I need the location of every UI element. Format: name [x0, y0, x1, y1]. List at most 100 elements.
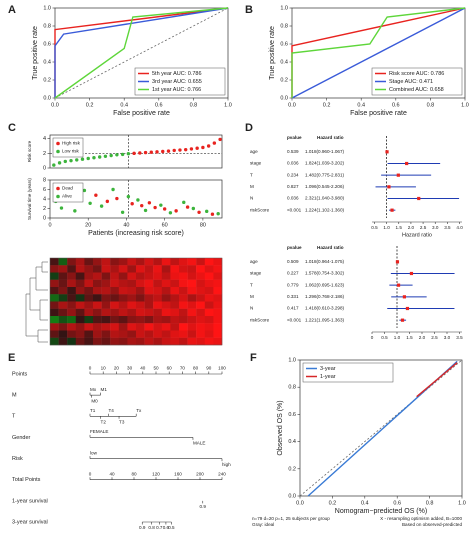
heat-cell	[101, 287, 111, 295]
panel-letter: C	[8, 122, 16, 134]
tick-label: T3	[119, 420, 125, 425]
heat-cell	[136, 265, 145, 273]
heat-cell	[179, 337, 188, 346]
heat-cell	[75, 294, 85, 302]
y-tick-label: 0.4	[280, 59, 288, 65]
tick-label: 0.9	[139, 525, 146, 530]
heat-cell	[204, 258, 214, 266]
legend-frame	[52, 182, 84, 203]
heat-cell	[118, 316, 128, 324]
y-tick-label: 2	[43, 151, 46, 157]
hazard-point	[405, 161, 409, 166]
point	[162, 207, 167, 211]
y-tick-label: 1.0	[288, 357, 296, 363]
heat-cell	[93, 279, 102, 288]
heat-cell	[204, 294, 214, 302]
y-tick-label: 0.8	[43, 23, 51, 29]
heat-cell	[127, 258, 137, 266]
panel-letter: F	[250, 352, 257, 364]
point	[75, 158, 79, 162]
point	[161, 149, 165, 154]
point	[159, 203, 163, 207]
x-tick-label: 3.0	[432, 225, 439, 230]
tick-label: high	[222, 462, 231, 467]
point	[120, 152, 125, 157]
heat-cell	[58, 308, 68, 317]
heat-cell	[136, 323, 145, 331]
point	[168, 211, 173, 215]
heat-cell	[136, 316, 145, 324]
heat-cell	[50, 294, 59, 302]
heat-cell	[84, 301, 94, 309]
heat-cell	[170, 272, 180, 280]
heat-cell	[204, 279, 214, 288]
point	[143, 208, 148, 213]
p-value: 0.036	[287, 196, 299, 201]
heat-cell	[196, 272, 205, 280]
x-tick-label: 1.0	[394, 335, 401, 340]
heat-cell	[153, 330, 162, 338]
hazard-point	[385, 150, 389, 154]
point	[52, 163, 56, 167]
point	[88, 201, 92, 205]
point	[80, 157, 85, 161]
heat-cell	[67, 258, 76, 266]
heat-cell	[187, 337, 197, 346]
point	[103, 154, 108, 158]
tick-label: 0.8	[148, 525, 155, 530]
heat-cell	[67, 308, 76, 317]
point	[105, 199, 110, 204]
point	[115, 196, 119, 201]
row-label: stage	[250, 161, 262, 166]
row-name: M	[12, 393, 17, 399]
heat-cell	[101, 337, 111, 346]
heat-cell	[84, 316, 94, 324]
x-axis-label: Hazard ratio	[402, 232, 432, 238]
x-tick-label: 1.0	[383, 225, 390, 230]
panel-letter: A	[8, 4, 16, 16]
heat-cell	[153, 279, 162, 288]
tick-label: T2	[101, 420, 107, 425]
heat-cell	[153, 323, 162, 331]
row-label: N	[250, 196, 253, 201]
heat-cell	[170, 308, 180, 317]
tick-label: 0	[89, 366, 92, 371]
tick-label: T1	[90, 408, 96, 413]
heat-cell	[50, 330, 59, 338]
x-tick-label: 60	[162, 222, 168, 228]
heat-cell	[58, 279, 68, 288]
heat-cell	[118, 337, 128, 346]
x-tick-label: 2.0	[408, 225, 415, 230]
heat-cell	[93, 308, 102, 317]
x-tick-label: 0.8	[190, 102, 198, 108]
heat-cell	[50, 308, 59, 317]
tick-label: 50	[153, 366, 159, 371]
p-value: 0.036	[287, 161, 299, 166]
hazard-label: 1.224(1.102-1.360)	[305, 207, 345, 212]
point	[191, 206, 196, 211]
heat-cell	[153, 258, 162, 266]
heat-cell	[144, 316, 154, 324]
heat-cell	[187, 301, 197, 309]
point	[132, 151, 136, 156]
x-tick-label: 0.4	[361, 500, 369, 506]
heat-cell	[50, 279, 59, 288]
heat-cell	[144, 308, 154, 317]
heat-cell	[136, 308, 145, 317]
heat-frame	[49, 257, 223, 346]
y-tick-label: 0.0	[280, 95, 288, 101]
column-header: pvalue	[287, 245, 302, 250]
heat-cell	[101, 323, 111, 331]
p-value: 0.509	[287, 259, 299, 264]
heat-cell	[196, 301, 205, 309]
point	[94, 193, 98, 197]
heat-cell	[75, 316, 85, 324]
hazard-point	[405, 306, 410, 311]
heat-cell	[67, 279, 76, 288]
heat-cell	[161, 337, 171, 346]
heat-cell	[84, 279, 94, 288]
heat-cell	[170, 279, 180, 288]
heat-cell	[84, 258, 94, 266]
x-tick-label: 0.8	[427, 102, 435, 108]
hazard-point	[396, 283, 401, 287]
